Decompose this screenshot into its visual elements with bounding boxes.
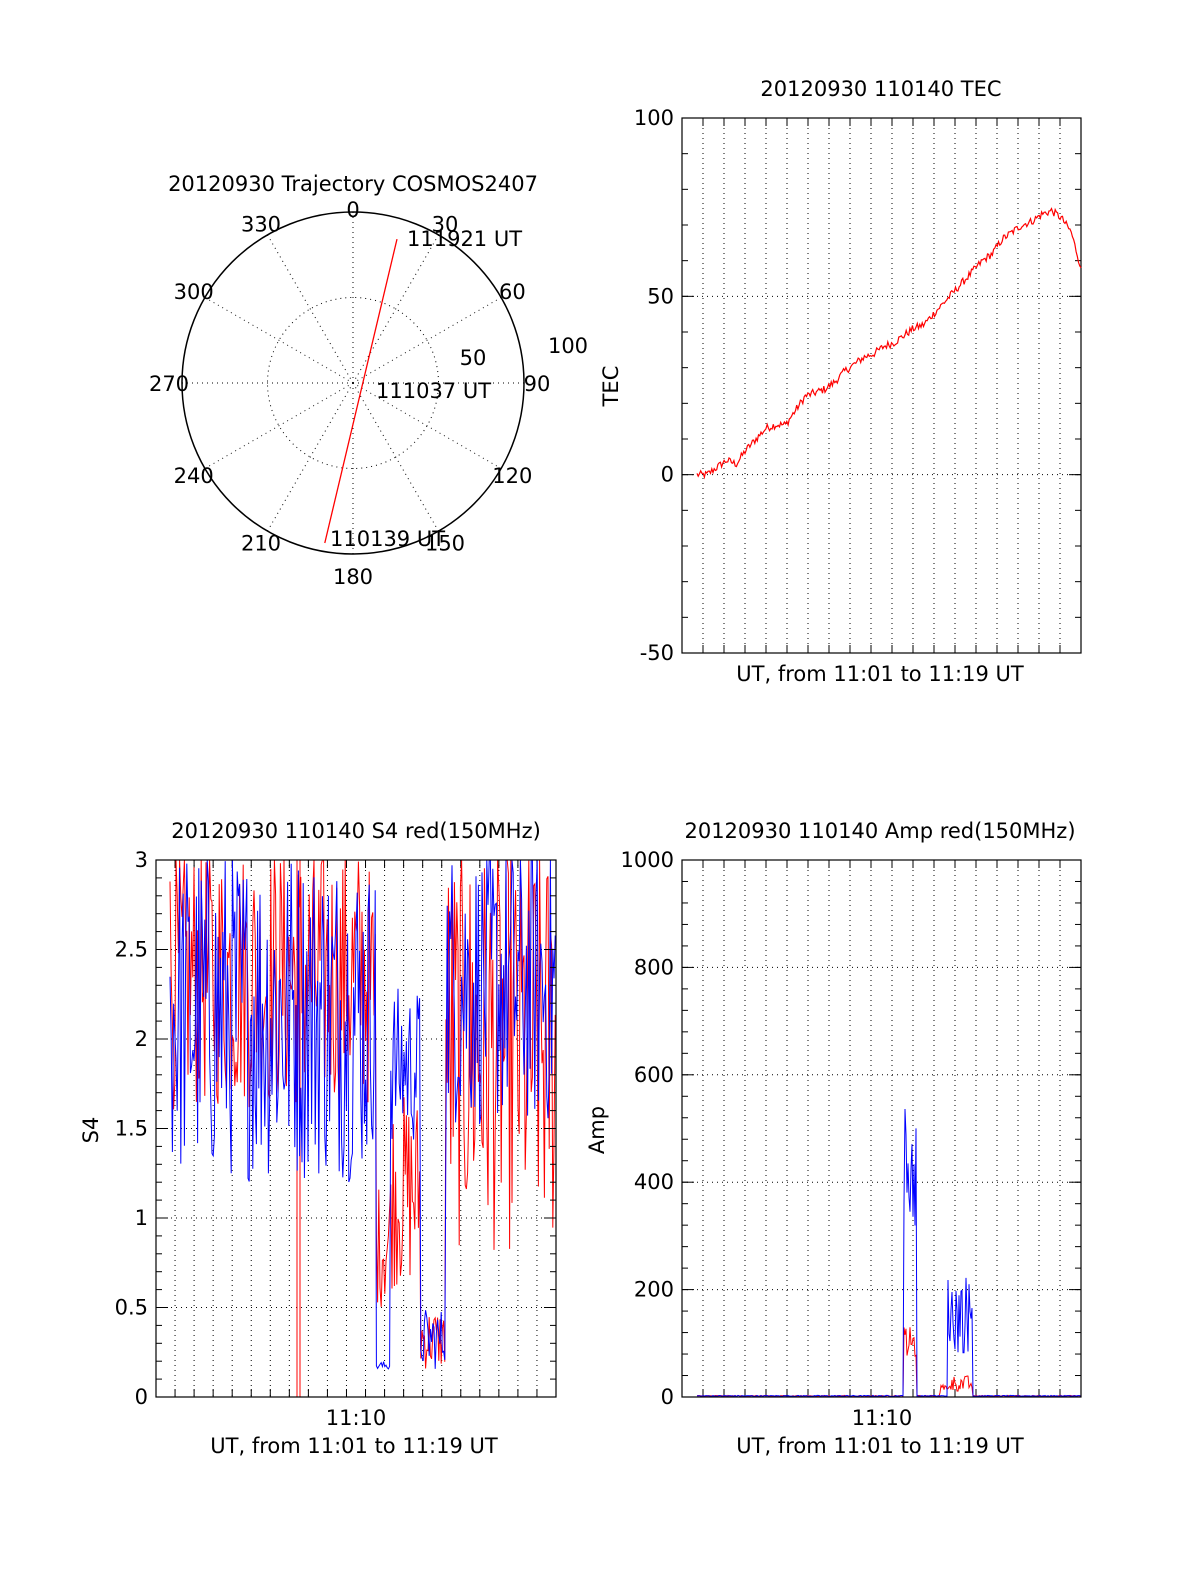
tec-panel: 20120930 110140 TEC -50 0 50 100 TEC UT, fr…	[599, 77, 1082, 686]
polar-trajectory-line	[324, 238, 398, 544]
polar-angle-label: 270	[149, 372, 189, 396]
s4-xlabel: UT, from 11:01 to 11:19 UT	[210, 1434, 498, 1458]
y-tick-label: 1.5	[115, 1117, 148, 1141]
s4-blue-series	[169, 859, 556, 1370]
polar-spoke	[352, 382, 502, 469]
tec-y-ticks: -50 0 50 100	[634, 106, 1081, 665]
y-tick-label: 400	[634, 1170, 674, 1194]
y-tick-label: 1	[135, 1206, 148, 1230]
tec-grid	[682, 118, 1081, 653]
polar-angle-label: 90	[524, 372, 551, 396]
polar-annotation-end: 111921 UT	[407, 227, 522, 251]
polar-radial-label-50: 50	[460, 346, 487, 370]
y-tick-label: 50	[647, 284, 674, 308]
polar-angle-label: 30	[432, 213, 459, 237]
polar-spoke	[352, 382, 439, 532]
polar-angle-label: 240	[174, 464, 214, 488]
polar-spoke	[352, 234, 439, 384]
y-tick-label: 0.5	[115, 1296, 148, 1320]
y-tick-label: -50	[640, 641, 674, 665]
s4-panel: 20120930 110140 S4 red(150MHz) 0 0.5 1 1.5 2…	[79, 819, 557, 1458]
polar-annotation-mid: 111037 UT	[376, 379, 491, 403]
polar-radial-label-100: 100	[548, 334, 588, 358]
s4-xtick-label: 11:10	[326, 1406, 387, 1430]
y-tick-label: 2.5	[115, 938, 148, 962]
polar-annotation-start: 110139 UT	[330, 527, 445, 551]
y-tick-label: 2	[135, 1027, 148, 1051]
polar-angle-label: 330	[241, 213, 281, 237]
y-tick-label: 800	[634, 955, 674, 979]
y-tick-label: 3	[135, 848, 148, 872]
y-tick-label: 100	[634, 106, 674, 130]
polar-title: 20120930 Trajectory COSMOS2407	[168, 172, 538, 196]
amp-panel: 20120930 110140 Amp red(150MHz) 0 200 400 6…	[585, 819, 1082, 1458]
amp-title: 20120930 110140 Amp red(150MHz)	[684, 819, 1075, 843]
polar-grid	[181, 211, 525, 555]
y-tick-label: 0	[661, 463, 674, 487]
polar-angle-label: 300	[174, 280, 214, 304]
y-tick-label: 200	[634, 1278, 674, 1302]
tec-ylabel: TEC	[599, 366, 623, 408]
amp-frame	[681, 859, 1082, 1398]
tec-series-line	[696, 207, 1082, 480]
amp-grid	[682, 860, 1081, 1397]
polar-spoke	[267, 382, 354, 532]
polar-spoke	[352, 297, 502, 384]
amp-red-series	[696, 1327, 1082, 1398]
polar-panel: 20120930 Trajectory COSMOS2407 0 30 60 90 12…	[149, 172, 588, 589]
polar-angle-label: 60	[499, 280, 526, 304]
amp-blue-series	[696, 1108, 1082, 1398]
tec-title: 20120930 110140 TEC	[760, 77, 1001, 101]
polar-angle-label: 120	[492, 464, 532, 488]
polar-angle-label: 150	[425, 531, 465, 555]
y-tick-label: 1000	[621, 848, 674, 872]
polar-spoke	[204, 297, 354, 384]
polar-spoke	[204, 382, 354, 469]
s4-title: 20120930 110140 S4 red(150MHz)	[171, 819, 541, 843]
tec-frame	[681, 117, 1082, 654]
polar-angle-labels: 0 30 60 90 120 150 180 210 240 270 300 330	[149, 198, 550, 589]
y-tick-label: 600	[634, 1063, 674, 1087]
amp-ylabel: Amp	[585, 1106, 609, 1154]
amp-xlabel: UT, from 11:01 to 11:19 UT	[736, 1434, 1024, 1458]
amp-xtick-label: 11:10	[852, 1406, 913, 1430]
y-tick-label: 0	[661, 1385, 674, 1409]
polar-angle-label: 180	[333, 565, 373, 589]
tec-xlabel: UT, from 11:01 to 11:19 UT	[736, 662, 1024, 686]
s4-y-ticks: 0 0.5 1 1.5 2 2.5 3	[115, 848, 556, 1409]
amp-y-ticks: 0 200 400 600 800 1000	[621, 848, 1081, 1409]
polar-angle-label: 0	[346, 198, 359, 222]
polar-spoke	[267, 234, 354, 384]
s4-ylabel: S4	[79, 1117, 103, 1144]
polar-angle-label: 210	[241, 531, 281, 555]
y-tick-label: 0	[135, 1385, 148, 1409]
